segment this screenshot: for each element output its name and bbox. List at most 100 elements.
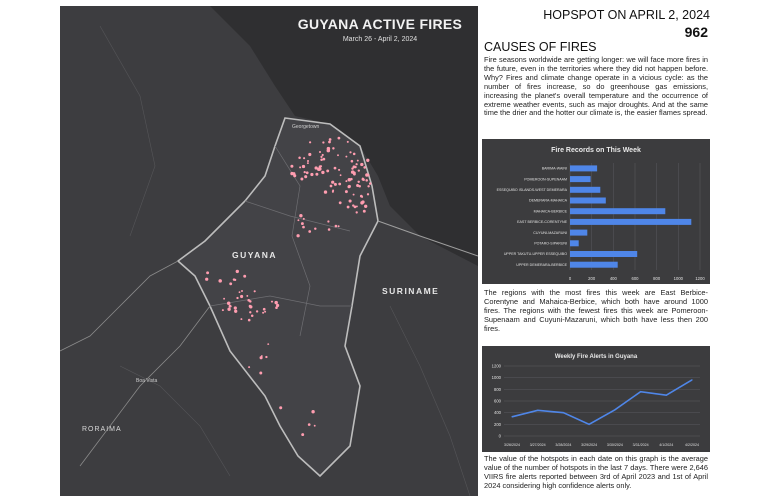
hotspot-dot	[356, 159, 359, 162]
hotspot-dot	[301, 433, 305, 437]
hotspot-dot	[367, 173, 370, 177]
hotspot-dot	[290, 164, 294, 168]
hotspot-dot	[332, 147, 335, 150]
hotspot-dot	[362, 209, 366, 213]
causes-paragraph: Fire seasons worldwide are getting longe…	[484, 55, 708, 118]
line-x-tick: 3/29/2024	[581, 443, 597, 447]
bar-category-label: POTARO-SIPARUNI	[534, 242, 567, 246]
bar	[570, 251, 638, 257]
bar-chart-svg: Fire Records on This Week 0 200 400 600 800 10…	[497, 147, 706, 281]
hotspot-dot	[313, 424, 316, 427]
hotspot-dot	[240, 294, 244, 299]
hotspot-dot	[306, 162, 309, 165]
hotspot-dot	[275, 306, 278, 309]
hotspot-dot	[355, 211, 358, 214]
hotspot-dot	[274, 300, 278, 305]
road-1	[99, 25, 156, 237]
hotspot-dot	[365, 179, 368, 182]
line-point	[691, 379, 693, 381]
hotspot-dot	[310, 172, 314, 177]
hotspot-dot	[233, 306, 237, 310]
hotspot-dot	[249, 300, 252, 303]
hotspot-dot	[270, 300, 274, 303]
line-point	[588, 423, 590, 425]
hotspot-dot	[355, 163, 358, 166]
bar	[570, 229, 588, 236]
hotspot-dot	[320, 158, 323, 162]
bar-x-tick: 800	[653, 276, 661, 281]
hotspot-dot	[255, 310, 259, 313]
hotspot-dot	[361, 195, 364, 198]
hotspot-dot	[308, 141, 312, 144]
line-y-tick: 200	[494, 422, 502, 427]
hotspot-dot	[363, 166, 367, 169]
hotspot-dot	[354, 165, 357, 169]
bar-category-label: UPPER TAKUTU-UPPER ESSEQUIBO	[504, 252, 567, 256]
hotspot-dot	[243, 274, 247, 278]
hotspot-dot	[305, 171, 309, 175]
bar-category-label: CUYUNI-MAZARUNI	[533, 231, 567, 235]
hotspot-dot	[327, 220, 330, 223]
line-y-tick: 600	[494, 399, 502, 404]
map-graphic	[60, 6, 478, 496]
hotspot-dot	[241, 290, 243, 292]
hotspot-dot	[320, 155, 323, 158]
hotspot-dot	[353, 205, 357, 209]
hotspot-dot	[321, 170, 325, 175]
bar-x-tick: 1200	[695, 276, 705, 281]
hotspot-dot	[355, 205, 358, 208]
hotspot-dot	[350, 159, 354, 163]
bar-category-label: EAST BERBICE-CORENTYNE	[517, 220, 567, 224]
hotspot-dot	[328, 138, 332, 141]
bar-category-label: BARIMA-WAINI	[542, 167, 567, 171]
hotspot-dot	[351, 167, 354, 170]
hotspot-dot	[333, 182, 337, 186]
hotspot-dot	[299, 166, 302, 169]
hotspot-dot	[338, 182, 342, 186]
bar	[570, 165, 598, 172]
hotspot-dot	[248, 304, 252, 308]
fire-map: GUYANA ACTIVE FIRES March 26 - April 2, …	[60, 6, 478, 496]
hotspot-dot	[308, 152, 312, 157]
hotspot-dot	[347, 184, 351, 188]
bar-x-tick: 200	[588, 276, 596, 281]
hotspot-dot	[314, 166, 318, 170]
hotspot-dot	[366, 158, 370, 162]
map-subtitle: March 26 - April 2, 2024	[342, 36, 418, 43]
label-georgetown: Georgetown	[292, 124, 320, 130]
region-line-2	[244, 200, 351, 232]
hotspot-dot	[297, 219, 300, 222]
causes-heading: CAUSES OF FIRES	[484, 40, 597, 54]
bar-x-tick: 600	[632, 276, 640, 281]
hotspot-dot	[350, 177, 353, 181]
hotspot-dot	[331, 180, 335, 184]
hotspot-dot	[279, 406, 283, 410]
hotspot-dot	[228, 304, 232, 308]
hotspot-dot	[234, 309, 238, 313]
hotspot-dot	[367, 185, 370, 188]
hotspot-dot	[248, 366, 251, 369]
line-point	[511, 416, 513, 418]
hotspot-dot	[318, 150, 322, 154]
regions-paragraph: The regions with the most fires this wee…	[484, 288, 708, 333]
bar-x-tick: 1000	[674, 276, 684, 281]
map-title: GUYANA ACTIVE FIRES	[297, 16, 463, 32]
bar	[570, 186, 601, 193]
guyana-land	[178, 118, 378, 476]
line-point	[640, 391, 642, 393]
hotspot-dot	[361, 177, 364, 180]
hotspot-dot	[315, 172, 319, 176]
hotspot-dot	[328, 140, 331, 144]
hotspot-dot	[334, 224, 338, 228]
brazil-border	[79, 305, 211, 467]
bar-chart-title: Fire Records on This Week	[551, 147, 641, 154]
hotspot-dot	[357, 169, 360, 172]
fire-records-chart: Fire Records on This Week 0 200 400 600 800 10…	[482, 139, 710, 284]
hotspot-dot	[337, 154, 339, 157]
line-x-tick: 4/2/2024	[685, 443, 699, 447]
hotspot-dot	[346, 205, 350, 209]
hotspot-dot	[344, 190, 348, 194]
hotspot-dot	[327, 228, 331, 231]
suriname-border	[377, 220, 478, 257]
bar	[570, 218, 692, 225]
